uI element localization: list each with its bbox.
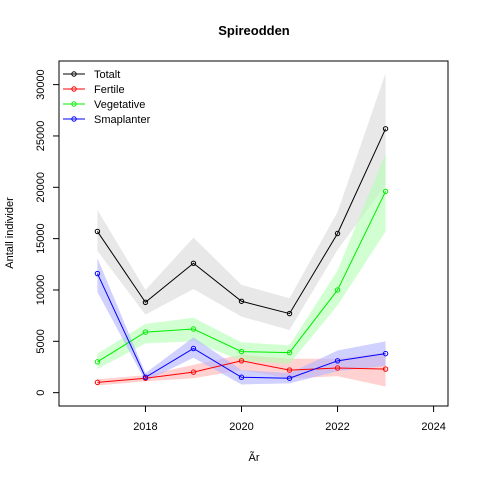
point-vegetative <box>94 359 101 365</box>
y-axis: 0 5000 10000 15000 20000 25000 30000 <box>35 69 60 396</box>
point-totalt <box>94 228 101 235</box>
line-vegetative <box>97 191 387 363</box>
series-points <box>94 126 389 386</box>
legend-marker-fertile <box>71 86 77 92</box>
band-vegetative <box>97 153 386 370</box>
series-lines <box>96 128 387 383</box>
point-fertile <box>190 369 197 375</box>
y-tick-label: 30000 <box>35 69 47 100</box>
point-vegetative <box>142 329 149 335</box>
chart-title: Spireodden <box>218 23 290 38</box>
x-tick-label: 2020 <box>229 421 253 433</box>
point-vegetative <box>286 349 293 356</box>
point-totalt <box>238 298 245 304</box>
point-totalt <box>190 260 197 266</box>
legend-label-fertile: Fertile <box>94 84 125 96</box>
x-axis-label: Ãr <box>249 451 260 464</box>
point-totalt <box>382 126 389 132</box>
point-smaplanter <box>382 350 389 357</box>
y-axis-label: Antall individer <box>4 197 16 269</box>
point-fertile <box>238 358 245 364</box>
point-smaplanter <box>142 374 149 380</box>
point-smaplanter <box>94 270 101 277</box>
line-fertile <box>97 360 386 383</box>
y-tick-label: 15000 <box>35 223 47 254</box>
point-vegetative <box>334 287 341 293</box>
y-tick-label: 0 <box>35 390 47 396</box>
y-tick-label: 20000 <box>35 172 47 203</box>
confidence-bands <box>97 73 386 387</box>
legend: Totalt Fertile Vegetative Smaplanter <box>63 69 151 126</box>
legend-marker-vegetative <box>71 101 77 107</box>
y-tick-label: 5000 <box>35 329 47 353</box>
point-fertile <box>286 367 293 373</box>
legend-marker-smaplanter <box>71 116 77 122</box>
point-fertile <box>334 365 341 371</box>
point-smaplanter <box>190 345 197 352</box>
point-vegetative <box>190 326 197 332</box>
point-smaplanter <box>334 358 341 364</box>
point-smaplanter <box>238 374 245 380</box>
point-totalt <box>142 299 149 305</box>
point-totalt <box>334 230 341 237</box>
line-totalt <box>97 128 387 315</box>
band-totalt <box>97 73 386 331</box>
legend-marker-totalt <box>71 71 77 77</box>
point-vegetative <box>238 348 245 355</box>
legend-label-vegetative: Vegetative <box>94 99 145 111</box>
point-vegetative <box>382 188 389 195</box>
x-tick-label: 2024 <box>421 421 445 433</box>
point-fertile <box>94 379 101 386</box>
legend-label-smaplanter: Smaplanter <box>94 114 151 126</box>
band-fertile <box>97 352 386 387</box>
point-smaplanter <box>286 375 293 381</box>
point-totalt <box>286 310 293 317</box>
point-fertile <box>382 366 389 372</box>
line-smaplanter <box>96 273 386 379</box>
legend-label-totalt: Totalt <box>94 69 120 81</box>
y-tick-label: 10000 <box>35 275 47 306</box>
x-tick-label: 2018 <box>133 421 157 433</box>
y-tick-label: 25000 <box>35 121 47 152</box>
x-tick-label: 2022 <box>325 421 349 433</box>
x-axis: 2018 2020 2022 2024 <box>133 405 446 433</box>
